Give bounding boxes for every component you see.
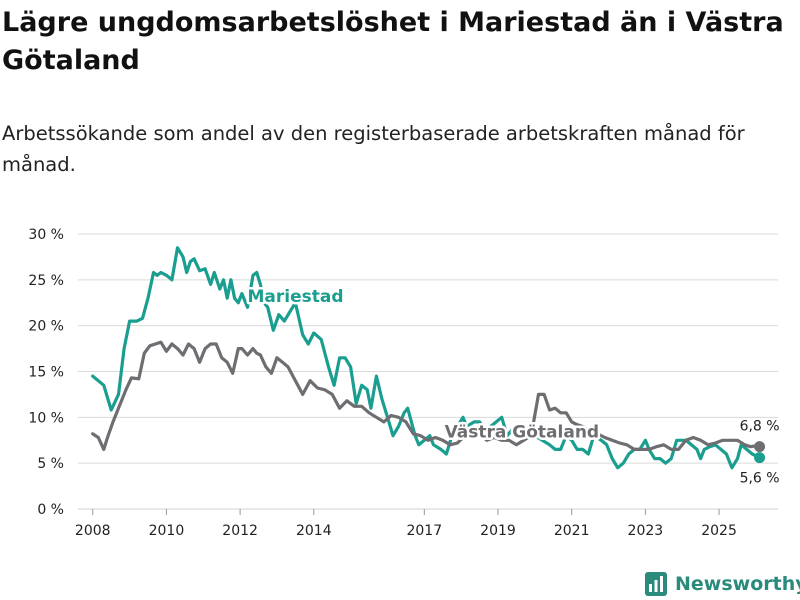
newsworthy-logo: Newsworthy [645,570,800,598]
end-point-vastra-gotaland [754,441,766,453]
series-label-mariestad: Mariestad [247,287,343,307]
y-tick-label: 10 % [28,410,64,426]
series-label-vastra-gotaland: Västra Götaland [445,423,600,443]
x-tick-label: 2019 [480,523,516,539]
x-tick-label: 2023 [628,523,664,539]
series-line-mariestad [91,246,762,470]
series-label-mariestad-halo: Mariestad [247,287,343,307]
x-tick-label: 2010 [149,523,185,539]
x-tick-label: 2017 [406,523,442,539]
line-chart: 0 % 5 % 10 % 15 % 20 % 25 % 30 % 2008 2010 2012 20… [28,227,780,539]
end-label-mariestad: 5,6 % [740,471,780,487]
brand-name: Newsworthy [675,573,800,595]
y-tick-label: 5 % [37,456,64,472]
series-line-vastra-gotaland [91,340,762,451]
series-label-vastra-gotaland-halo: Västra Götaland [445,423,600,443]
end-label-vastra-gotaland: 6,8 % [740,419,780,435]
x-tick-label: 2025 [701,523,737,539]
y-tick-label: 30 % [28,227,64,243]
x-tick-label: 2014 [296,523,332,539]
newsworthy-logo-icon [645,572,667,596]
y-tick-label: 15 % [28,365,64,381]
x-tick-label: 2021 [554,523,590,539]
y-tick-label: 25 % [28,273,64,289]
x-tick-label: 2008 [75,523,111,539]
x-tick-label: 2012 [222,523,258,539]
chart-title: Lägre ungdomsarbetslöshet i Mariestad än… [2,7,784,76]
y-tick-label: 0 % [37,502,64,518]
chart-subtitle: Arbetssökande som andel av den registerb… [2,122,745,176]
y-tick-label: 20 % [28,319,64,335]
end-point-mariestad [754,452,766,464]
